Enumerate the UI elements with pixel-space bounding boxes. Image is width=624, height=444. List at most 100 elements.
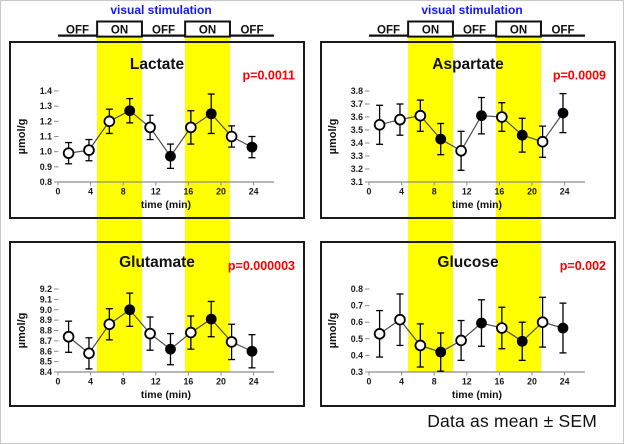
stim-label-off: OFF [551,25,574,37]
stimulation-header: visual stimulation OFF ON OFF ON OFF [58,3,274,38]
marker-open [103,318,116,331]
chart-title: Glutamate [119,254,195,271]
stim-label-off: OFF [463,25,486,37]
marker-open [144,327,156,340]
marker-open [394,113,406,126]
marker-filled [124,304,136,316]
svg-text:3.4: 3.4 [351,138,363,148]
visual-stimulation-label: visual stimulation [421,3,522,17]
stim-label-off: OFF [240,25,263,37]
svg-text:24: 24 [560,187,570,197]
data-points [62,93,258,169]
y-axis-label: µmol/g [16,119,28,155]
series-line [379,112,564,152]
stimulation-on-box [495,20,542,38]
svg-text:4: 4 [399,187,404,197]
svg-text:20: 20 [527,187,537,197]
marker-open [394,313,406,326]
svg-text:1.3: 1.3 [40,101,52,111]
chart-title: Lactate [130,56,185,73]
marker-filled [476,110,487,122]
y-axis: 3.1 3.2 3.3 3.4 3.5 3.6 3.7 3.8 µmol/g [327,86,370,187]
panel-aspartate: Aspartate p=0.0009 0 4 8 12 16 20 24 time (min) 3.… [320,41,616,219]
chart-title: Glucose [437,254,499,271]
svg-text:12: 12 [151,377,161,387]
y-axis: 0.8 0.9 1.0 1.1 1.2 1.3 1.4 µmol/g [16,86,59,187]
y-axis: 0.3 0.4 0.5 0.6 0.7 0.8 µmol/g [327,284,370,377]
marker-open [62,147,75,159]
marker-open [373,119,386,131]
marker-filled [165,150,176,162]
stimulation-on-band [408,36,453,372]
marker-open [185,326,197,339]
stim-label-on: ON [111,25,128,37]
svg-text:0.8: 0.8 [40,177,52,187]
svg-text:0.8: 0.8 [351,284,363,294]
svg-text:0: 0 [56,187,61,197]
svg-text:0.4: 0.4 [351,350,363,360]
svg-text:0: 0 [56,377,61,387]
marker-open [83,347,95,360]
stim-label-off: OFF [66,25,89,37]
marker-filled [476,317,487,329]
svg-text:20: 20 [216,377,226,387]
marker-filled [557,322,569,334]
p-value-label: p=0.002 [560,259,606,273]
x-axis: 0 4 8 12 16 20 24 time (min) [367,371,585,401]
svg-text:3.5: 3.5 [351,125,363,135]
svg-text:8.9: 8.9 [40,315,52,325]
svg-text:16: 16 [184,377,194,387]
svg-text:4: 4 [88,187,93,197]
svg-text:0: 0 [367,187,372,197]
svg-text:0.6: 0.6 [351,317,363,327]
svg-text:8.8: 8.8 [40,326,52,336]
chart-glutamate: Glutamate p=0.000003 0 4 8 12 16 20 24 time (min)… [16,254,295,401]
marker-filled [205,313,217,325]
svg-text:12: 12 [462,377,472,387]
svg-text:20: 20 [216,187,226,197]
svg-text:24: 24 [560,377,570,387]
y-axis-label: µmol/g [327,313,339,349]
y-axis-label: µmol/g [16,313,28,349]
marker-filled [246,345,258,357]
stim-label-on: ON [199,25,216,37]
marker-open [496,322,508,334]
svg-text:0.9: 0.9 [40,162,52,172]
data-points [62,292,258,370]
marker-open [373,328,386,340]
x-axis-label: time (min) [452,389,502,401]
svg-text:16: 16 [495,187,505,197]
p-value-label: p=0.000003 [228,259,295,273]
panel-lactate: Lactate p=0.0011 0 4 8 12 16 20 24 time (min) 0.8 0… [9,41,305,219]
data-points [373,92,569,171]
x-axis-label: time (min) [141,389,191,401]
series-line [68,110,253,158]
svg-text:8: 8 [432,187,437,197]
x-axis-label: time (min) [452,199,502,211]
marker-open [536,316,549,328]
svg-text:3.1: 3.1 [351,177,363,187]
marker-filled [435,133,447,145]
chart-title: Aspartate [432,56,504,73]
svg-text:8.5: 8.5 [40,357,52,367]
svg-text:1.2: 1.2 [40,116,52,126]
svg-text:16: 16 [495,377,505,387]
series-line [68,308,253,355]
marker-open [496,111,508,123]
svg-text:4: 4 [399,377,404,387]
marker-open [414,109,427,122]
marker-open [455,334,467,347]
svg-text:9.1: 9.1 [40,294,52,304]
p-value-label: p=0.0009 [553,69,606,83]
visual-stimulation-label: visual stimulation [110,3,211,17]
series-line [379,318,564,353]
stimulation-header: visual stimulation OFF ON OFF ON OFF [369,3,585,38]
marker-open [103,115,116,128]
svg-text:24: 24 [249,377,259,387]
svg-text:4: 4 [88,377,93,387]
x-axis-label: time (min) [141,199,191,211]
stim-label-on: ON [510,25,527,37]
svg-text:1.1: 1.1 [40,132,52,142]
